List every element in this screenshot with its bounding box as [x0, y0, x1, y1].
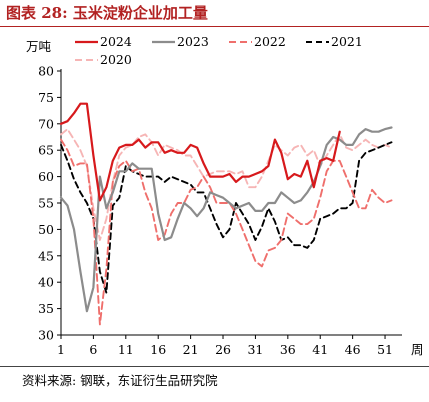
x-tick-label: 51 — [377, 342, 393, 357]
y-tick-label: 55 — [38, 196, 54, 211]
legend-label-2024: 2024 — [100, 34, 132, 49]
y-tick-label: 70 — [38, 116, 54, 131]
series-line-2024 — [59, 102, 341, 202]
x-tick-label: 16 — [150, 342, 166, 357]
source-rule — [0, 366, 429, 367]
series-line-2021 — [60, 141, 393, 294]
x-tick-label: 21 — [183, 342, 199, 357]
source-note: 资料来源: 钢联，东证衍生品研究院 — [22, 373, 218, 388]
legend-label-2022: 2022 — [254, 34, 286, 49]
x-tick-label: 41 — [312, 342, 328, 357]
series-line-2022 — [60, 138, 393, 326]
x-tick-label: 1 — [57, 342, 65, 357]
x-tick-label: 31 — [247, 342, 263, 357]
legend-label-2021: 2021 — [331, 34, 363, 49]
y-tick-label: 75 — [38, 90, 54, 105]
y-tick-label: 40 — [38, 275, 54, 290]
y-tick-label: 30 — [38, 328, 54, 343]
x-axis-label: 周 — [411, 342, 424, 357]
legend-label-2023: 2023 — [177, 34, 209, 49]
title-rule — [0, 26, 429, 27]
x-tick-label: 6 — [89, 342, 97, 357]
x-tick-label: 36 — [280, 342, 296, 357]
x-tick-label: 26 — [215, 342, 231, 357]
x-tick-label: 11 — [118, 342, 134, 357]
series-layer — [59, 102, 393, 326]
legend-label-2020: 2020 — [100, 52, 132, 67]
y-tick-label: 35 — [38, 301, 54, 316]
y-tick-label: 50 — [38, 222, 54, 237]
series-line-2020 — [60, 128, 393, 241]
y-tick-label: 45 — [38, 248, 54, 263]
y-axis-unit: 万吨 — [26, 39, 52, 54]
series-line-2023 — [59, 126, 393, 313]
y-tick-label: 65 — [38, 143, 54, 158]
figure-title: 图表 28: 玉米淀粉企业加工量 — [6, 4, 208, 22]
legend: 2024 2023 2022 2021 2020 — [75, 34, 363, 67]
x-tick-label: 46 — [345, 342, 361, 357]
y-tick-label: 60 — [38, 169, 54, 184]
y-tick-label: 80 — [38, 64, 54, 79]
